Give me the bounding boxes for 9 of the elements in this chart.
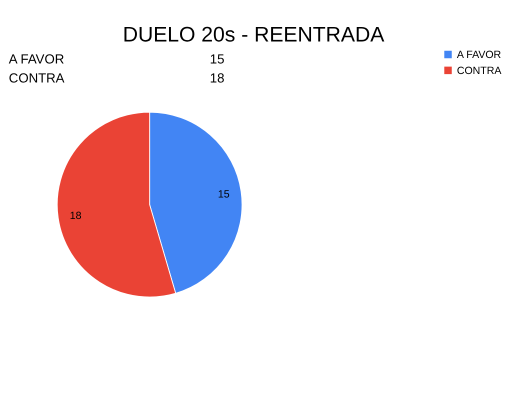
text: 15 — [210, 51, 224, 66]
category-label: A FAVOR — [8, 51, 64, 66]
data-label: 18 — [70, 210, 82, 222]
legend-label: CONTRA — [456, 64, 502, 77]
legend-label: A FAVOR — [456, 49, 502, 62]
slice-label: CONTRA — [8, 70, 65, 86]
text: 18 — [210, 70, 224, 86]
chart-title: DUELO 20s - REENTRADA — [122, 23, 386, 46]
data-label: 15 — [218, 188, 230, 200]
